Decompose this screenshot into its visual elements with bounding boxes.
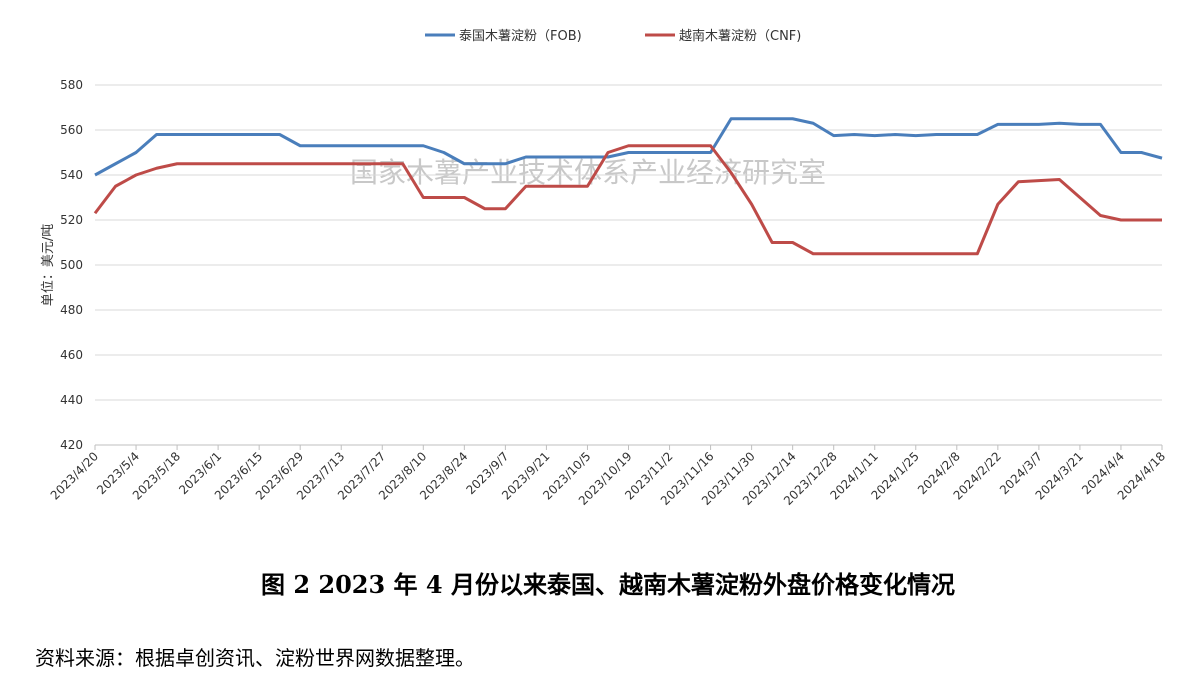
y-tick-label: 560	[60, 123, 83, 137]
series-line	[94, 117, 1163, 177]
y-tick-label: 500	[60, 258, 83, 272]
y-tick-label: 540	[60, 168, 83, 182]
source: 资料来源：根据卓创资讯、淀粉世界网数据整理。	[35, 646, 475, 670]
x-tick-label: 2023/4/20	[48, 449, 101, 502]
legend-label: 越南木薯淀粉（CNF)	[679, 28, 801, 44]
y-tick-label: 580	[60, 78, 83, 92]
y-tick-label: 440	[60, 393, 83, 407]
y-tick-label: 460	[60, 348, 83, 362]
y-axis-label: 单位：美元/吨	[41, 224, 56, 306]
legend-label: 泰国木薯淀粉（FOB)	[459, 29, 582, 44]
y-tick-label: 520	[60, 213, 83, 227]
caption: 图 2 2023 年 4 月份以来泰国、越南木薯淀粉外盘价格变化情况	[261, 570, 955, 599]
y-tick-label: 420	[60, 438, 83, 452]
series-line	[93, 144, 1162, 256]
y-tick-label: 480	[60, 303, 83, 317]
